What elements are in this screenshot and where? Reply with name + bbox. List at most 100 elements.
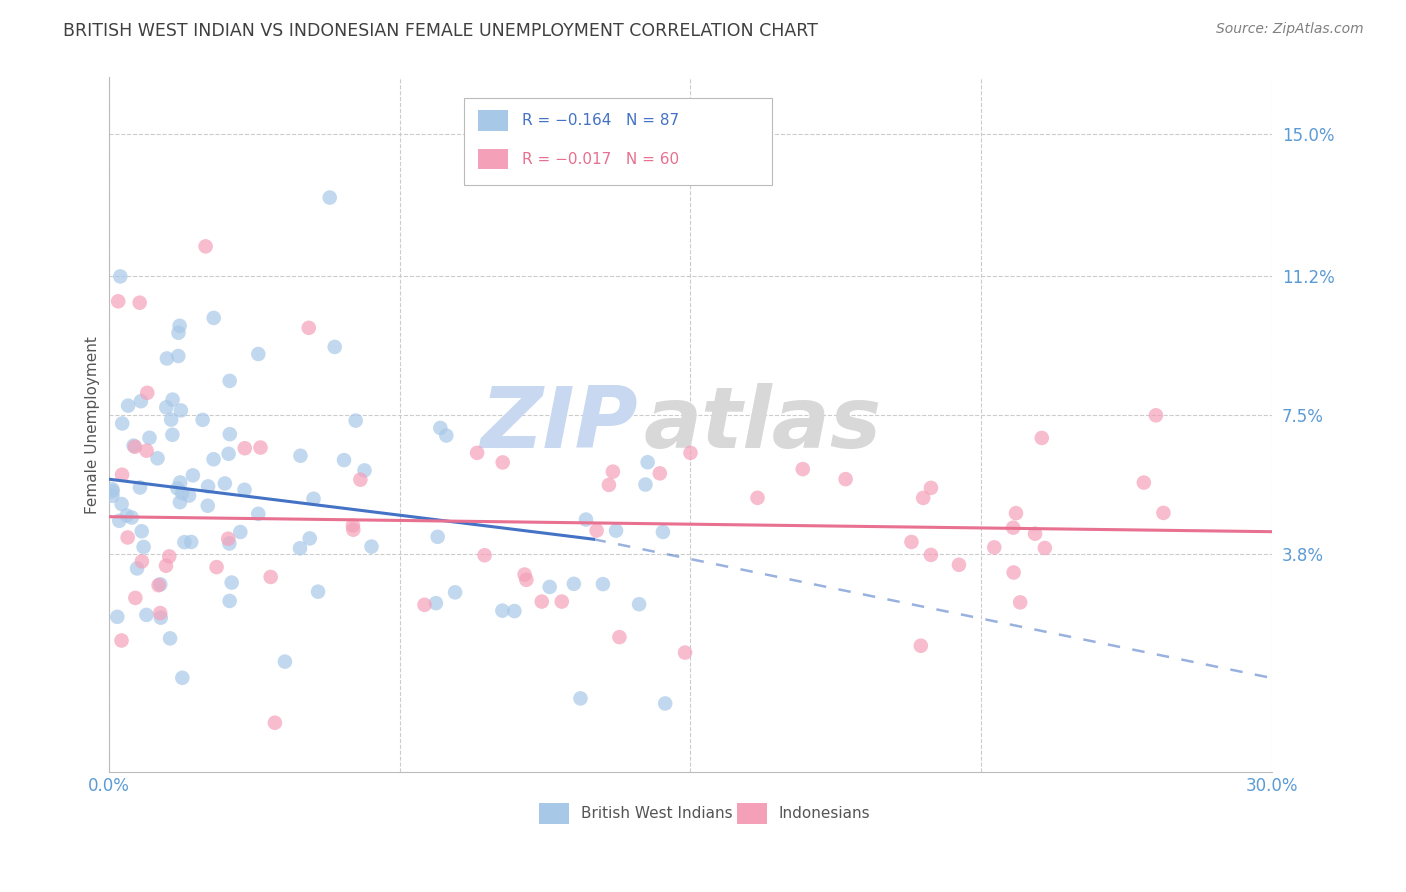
Text: BRITISH WEST INDIAN VS INDONESIAN FEMALE UNEMPLOYMENT CORRELATION CHART: BRITISH WEST INDIAN VS INDONESIAN FEMALE… <box>63 22 818 40</box>
Point <box>1144 409 1167 423</box>
Point <box>111 497 134 511</box>
Text: R = −0.164   N = 87: R = −0.164 N = 87 <box>522 113 679 128</box>
Point <box>124 440 146 454</box>
Point <box>900 535 922 549</box>
Point <box>110 269 132 284</box>
Point <box>101 489 124 503</box>
Point <box>146 451 169 466</box>
Point <box>105 609 128 624</box>
Point <box>117 531 139 545</box>
Point <box>288 541 311 556</box>
Point <box>249 441 271 455</box>
Point <box>138 431 160 445</box>
Point <box>983 541 1005 555</box>
Point <box>562 577 585 591</box>
Point <box>169 495 191 509</box>
Point <box>167 326 190 340</box>
Point <box>108 514 131 528</box>
Point <box>747 491 769 505</box>
Point <box>149 577 172 591</box>
Point <box>155 558 177 573</box>
Point <box>148 578 170 592</box>
Point <box>910 639 932 653</box>
Point <box>167 349 190 363</box>
Point <box>149 606 172 620</box>
Text: Source: ZipAtlas.com: Source: ZipAtlas.com <box>1216 22 1364 37</box>
Point <box>298 532 321 546</box>
Point <box>217 532 239 546</box>
Point <box>598 478 620 492</box>
Point <box>1005 506 1028 520</box>
Point <box>136 385 159 400</box>
Point <box>218 594 240 608</box>
Point <box>538 580 561 594</box>
Point <box>160 412 183 426</box>
Point <box>181 468 204 483</box>
Point <box>156 351 179 366</box>
Point <box>792 462 814 476</box>
Point <box>333 453 356 467</box>
Point <box>634 477 657 491</box>
Point <box>434 428 457 442</box>
Point <box>197 479 219 493</box>
Point <box>342 518 364 533</box>
Point <box>170 403 193 417</box>
Point <box>132 540 155 554</box>
Point <box>191 413 214 427</box>
Point <box>912 491 935 505</box>
Point <box>319 190 342 204</box>
Point <box>260 570 283 584</box>
Point <box>648 467 671 481</box>
Point <box>920 481 942 495</box>
Point <box>115 508 138 523</box>
Bar <box>464 98 772 186</box>
Point <box>169 475 191 490</box>
Point <box>149 610 172 624</box>
Point <box>551 594 574 608</box>
Point <box>429 421 451 435</box>
Point <box>229 524 252 539</box>
Point <box>515 573 537 587</box>
Point <box>1002 521 1025 535</box>
Point <box>602 465 624 479</box>
Text: ZIP: ZIP <box>481 384 638 467</box>
Point <box>128 295 150 310</box>
Point <box>491 604 513 618</box>
Point <box>124 591 146 605</box>
Point <box>1031 431 1053 445</box>
Point <box>111 467 134 482</box>
Point <box>302 491 325 506</box>
Point <box>233 441 256 455</box>
Point <box>110 633 132 648</box>
Point <box>159 632 181 646</box>
Point <box>609 630 631 644</box>
Point <box>135 607 157 622</box>
Point <box>307 584 329 599</box>
Point <box>426 530 449 544</box>
Y-axis label: Female Unemployment: Female Unemployment <box>86 335 100 514</box>
Point <box>342 523 364 537</box>
Point <box>197 499 219 513</box>
Point <box>274 655 297 669</box>
Point <box>323 340 346 354</box>
Point <box>218 536 240 550</box>
Point <box>157 549 180 564</box>
Point <box>117 399 139 413</box>
Point <box>353 463 375 477</box>
Point <box>513 567 536 582</box>
Point <box>173 535 195 549</box>
Point <box>628 597 651 611</box>
Point <box>205 560 228 574</box>
Point <box>131 554 153 568</box>
Point <box>264 715 287 730</box>
Point <box>298 321 321 335</box>
Point <box>679 446 702 460</box>
Point <box>474 548 496 562</box>
Point <box>129 394 152 409</box>
Point <box>425 596 447 610</box>
Point <box>233 483 256 497</box>
Point <box>135 443 157 458</box>
Point <box>129 481 152 495</box>
Point <box>413 598 436 612</box>
Point <box>360 540 382 554</box>
